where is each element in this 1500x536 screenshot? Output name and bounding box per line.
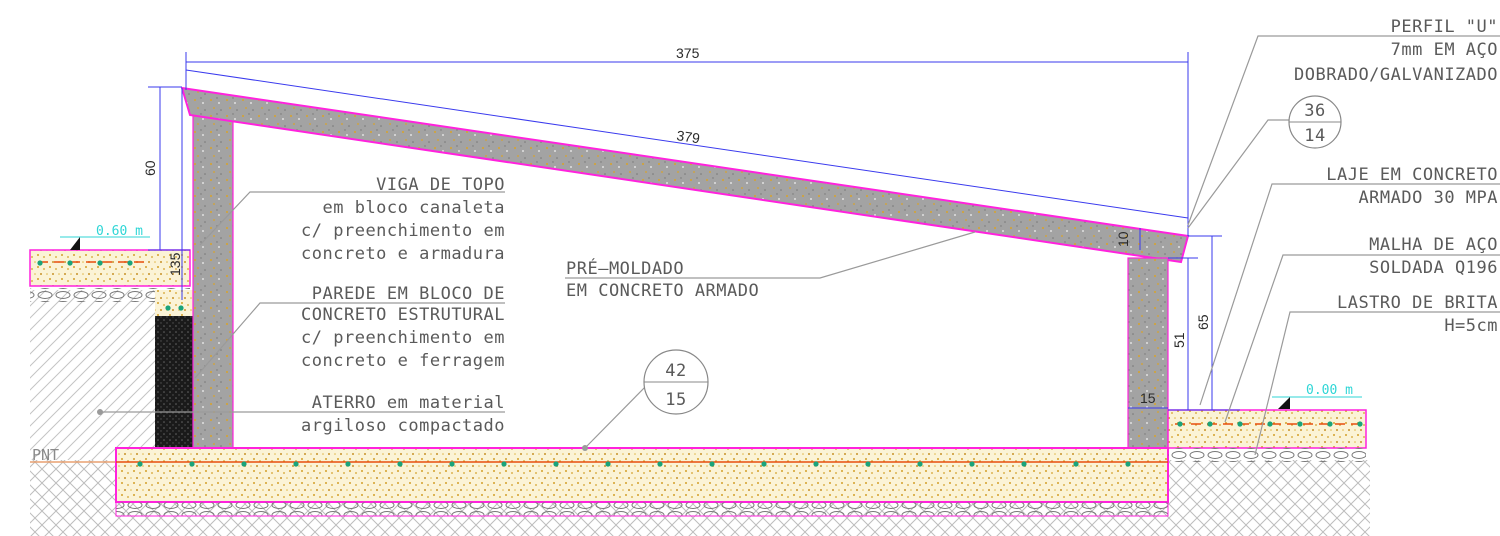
- label-parede-line: concreto e ferragem: [301, 351, 505, 371]
- rebar-dot: [137, 461, 143, 467]
- label-lastro-line: H=5cm: [1444, 316, 1498, 336]
- label-malha-line: MALHA DE AÇO: [1369, 235, 1498, 255]
- label-malha: MALHA DE AÇO SOLDADA Q196: [1369, 235, 1498, 278]
- rebar-dot: [293, 461, 299, 467]
- label-viga-line: c/ preenchimento em: [301, 221, 505, 241]
- roof-callout-bottom: 14: [1304, 126, 1325, 146]
- rebar-dots: [37, 260, 1363, 467]
- level-marker-left: 0.60 m: [60, 224, 150, 250]
- rebar-dot: [813, 461, 819, 467]
- roof-callout: 36 14: [1288, 95, 1342, 149]
- label-viga-line: em bloco canaleta: [323, 198, 506, 218]
- label-laje-line: LAJE EM CONCRETO: [1326, 165, 1498, 185]
- label-premoldado: PRÉ–MOLDADO EM CONCRETO ARMADO: [566, 257, 759, 301]
- rebar-dot: [1327, 421, 1333, 427]
- dim-span-horizontal: 375: [676, 45, 700, 61]
- label-laje-line: ARMADO 30 MPA: [1358, 188, 1498, 208]
- label-premoldado-line: EM CONCRETO ARMADO: [566, 281, 759, 301]
- rebar-dot: [969, 461, 975, 467]
- floor-slab: [115, 447, 1169, 517]
- label-malha-line: SOLDADA Q196: [1369, 258, 1498, 278]
- rebar-dot: [1073, 461, 1079, 467]
- dim-right-wall-width: 15: [1140, 390, 1156, 406]
- rebar-dot: [165, 305, 171, 311]
- dim-span-inclined: 379: [676, 127, 702, 146]
- rebar-dot: [1297, 421, 1303, 427]
- level-marker-right: 0.00 m: [1272, 383, 1362, 409]
- rebar-dot: [1125, 461, 1131, 467]
- rebar-dot: [1267, 421, 1273, 427]
- left-wall: [155, 111, 234, 449]
- leader-dot: [582, 445, 588, 451]
- label-aterro-line: ATERRO em material: [312, 393, 505, 413]
- label-viga-line: concreto e armadura: [301, 244, 505, 264]
- rebar-dot: [865, 461, 871, 467]
- level-right-label: 0.00 m: [1306, 383, 1353, 398]
- label-premoldado-line: PRÉ–MOLDADO: [566, 257, 684, 279]
- floor-callout-top: 42: [665, 361, 686, 381]
- dim-slab-thickness: 10: [1115, 231, 1131, 247]
- rebar-dot: [605, 461, 611, 467]
- label-perfil-line: DOBRADO/GALVANIZADO: [1294, 65, 1498, 85]
- rebar-dot: [178, 305, 184, 311]
- floor-callout-bottom: 15: [665, 390, 686, 410]
- rebar-dot: [1357, 421, 1363, 427]
- rebar-dot: [241, 461, 247, 467]
- label-perfil-line: 7mm EM AÇO: [1391, 40, 1498, 60]
- floor-callout: 42 15: [643, 349, 709, 415]
- rebar-dot: [397, 461, 403, 467]
- label-perfil-line: PERFIL "U": [1391, 17, 1498, 37]
- rebar-dot: [917, 461, 923, 467]
- label-viga-line: VIGA DE TOPO: [376, 175, 505, 195]
- label-lastro: LASTRO DE BRITA H=5cm: [1337, 293, 1498, 336]
- right-wall: [1127, 257, 1169, 451]
- rebar-dot: [37, 260, 43, 266]
- rebar-dot: [1207, 421, 1213, 427]
- dimension-lines: [148, 52, 1240, 411]
- dim-right-total: 65: [1195, 314, 1211, 330]
- rebar-dot: [1237, 421, 1243, 427]
- rebar-dot: [189, 461, 195, 467]
- rebar-dot: [1177, 421, 1183, 427]
- rebar-dot: [345, 461, 351, 467]
- label-parede-line: PAREDE EM BLOCO DE: [312, 284, 505, 304]
- rebar-dot: [97, 260, 103, 266]
- level-left-label: 0.60 m: [96, 224, 143, 239]
- dim-left-rise: 60: [142, 160, 158, 176]
- label-aterro-line: argiloso compactado: [301, 416, 505, 436]
- label-aterro: ATERRO em material argiloso compactado: [301, 393, 505, 436]
- natural-ground-label: PNT: [32, 446, 59, 464]
- label-laje: LAJE EM CONCRETO ARMADO 30 MPA: [1326, 165, 1498, 208]
- dim-left-wall: 135: [167, 252, 183, 276]
- rebar-dot: [657, 461, 663, 467]
- rebar-dot: [553, 461, 559, 467]
- dim-right-wall: 51: [1171, 332, 1187, 348]
- rebar-dot: [67, 260, 73, 266]
- label-perfil: PERFIL "U" 7mm EM AÇO DOBRADO/GALVANIZAD…: [1294, 17, 1498, 85]
- label-lastro-line: LASTRO DE BRITA: [1337, 293, 1498, 313]
- rebar-dot: [709, 461, 715, 467]
- leader-lines: [100, 35, 1500, 456]
- roof-slab: [180, 86, 1190, 264]
- label-parede-line: c/ preenchimento em: [301, 328, 505, 348]
- label-parede-line: CONCRETO ESTRUTURAL: [301, 305, 505, 325]
- rebar-dot: [761, 461, 767, 467]
- leader-dot: [97, 409, 103, 415]
- roof-callout-top: 36: [1304, 101, 1325, 121]
- rebar-dot: [501, 461, 507, 467]
- rebar-dot: [1021, 461, 1027, 467]
- left-ground-fill: [29, 249, 191, 302]
- rebar-dot: [449, 461, 455, 467]
- label-parede: PAREDE EM BLOCO DE CONCRETO ESTRUTURAL c…: [301, 284, 505, 371]
- right-exterior-slab: [1167, 409, 1367, 462]
- rebar-dot: [127, 260, 133, 266]
- label-viga: VIGA DE TOPO em bloco canaleta c/ preenc…: [301, 175, 506, 264]
